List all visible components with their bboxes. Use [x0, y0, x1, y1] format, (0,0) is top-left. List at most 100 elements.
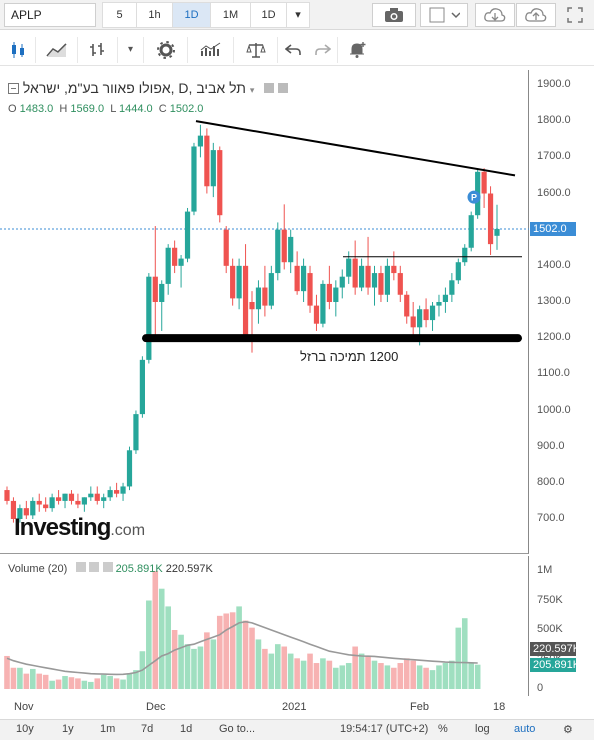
candle[interactable] [242, 244, 249, 342]
candle[interactable] [371, 265, 378, 306]
chart-style-button[interactable] [420, 3, 468, 27]
candle[interactable] [10, 497, 17, 523]
balance-button[interactable] [234, 36, 278, 63]
candle[interactable] [43, 497, 49, 512]
candle[interactable] [365, 236, 371, 295]
candle[interactable] [191, 142, 197, 216]
range-1y[interactable]: 1y [62, 723, 74, 735]
volume-chart[interactable] [0, 556, 529, 696]
candle[interactable] [30, 497, 36, 519]
alert-button[interactable] [338, 37, 378, 63]
candle[interactable] [288, 229, 294, 274]
candle[interactable] [178, 254, 184, 288]
candle[interactable] [262, 265, 268, 317]
candle[interactable] [36, 493, 42, 512]
candle[interactable] [4, 486, 10, 505]
candle[interactable] [307, 265, 313, 313]
candle[interactable] [230, 258, 236, 306]
candle[interactable] [468, 211, 474, 252]
candle[interactable] [139, 356, 145, 418]
candle[interactable] [172, 240, 178, 274]
vol-eye-icon[interactable] [76, 562, 87, 572]
candle[interactable] [133, 410, 139, 454]
candle[interactable] [410, 302, 416, 339]
legend-gear-icon[interactable] [278, 83, 289, 93]
candle[interactable] [320, 280, 326, 328]
timeframe-1m[interactable]: 1M [211, 2, 251, 27]
redo-button[interactable] [308, 36, 338, 63]
auto-toggle[interactable]: auto [514, 723, 536, 735]
cloud-upload-button[interactable] [516, 3, 556, 27]
timeframe-1h[interactable]: 1h [137, 2, 173, 27]
candles-button[interactable] [0, 36, 36, 63]
candle[interactable] [165, 244, 171, 295]
candle[interactable] [249, 291, 255, 353]
legend-eye-icon[interactable] [264, 83, 275, 93]
candle[interactable] [101, 493, 107, 509]
candle[interactable] [68, 490, 75, 505]
candle[interactable] [397, 265, 403, 302]
candle[interactable] [487, 186, 494, 255]
log-toggle[interactable]: log [475, 723, 490, 735]
candle[interactable] [333, 280, 339, 317]
candle[interactable] [126, 446, 133, 491]
range-7d[interactable]: 7d [141, 723, 154, 735]
compare-button[interactable] [78, 36, 118, 63]
timeframe-chevron-icon[interactable]: ▾ [295, 8, 301, 21]
bottom-gear-icon[interactable]: ⚙ [563, 724, 573, 736]
candle[interactable] [152, 226, 158, 339]
candle[interactable] [49, 493, 55, 512]
studies-button[interactable] [188, 36, 234, 63]
candle[interactable] [326, 265, 332, 310]
candle[interactable] [197, 124, 204, 158]
symbol-input[interactable]: APLP [4, 2, 96, 27]
fullscreen-button[interactable] [560, 3, 590, 27]
candle[interactable] [107, 486, 113, 501]
candle[interactable] [442, 287, 449, 313]
candle[interactable] [462, 244, 468, 266]
candle[interactable] [94, 486, 100, 505]
indicators-button[interactable] [36, 36, 78, 63]
candle[interactable] [378, 265, 384, 302]
candle[interactable] [404, 291, 410, 324]
collapse-icon[interactable] [8, 83, 19, 94]
candle[interactable] [210, 142, 216, 198]
percent-toggle[interactable]: % [438, 723, 448, 735]
candle[interactable] [146, 273, 152, 364]
price-chart[interactable]: P [0, 70, 529, 554]
settings-button[interactable] [144, 36, 188, 63]
candle[interactable] [281, 204, 287, 270]
candle[interactable] [88, 486, 94, 501]
camera-button[interactable] [372, 3, 416, 27]
candle[interactable] [17, 504, 23, 523]
candle[interactable] [294, 251, 300, 295]
title-chevron-icon[interactable]: ▾ [249, 85, 255, 95]
candle[interactable] [204, 128, 210, 194]
candle[interactable] [159, 280, 165, 331]
candle[interactable] [23, 500, 29, 519]
candle[interactable] [494, 204, 500, 250]
candle[interactable] [481, 168, 487, 208]
candle[interactable] [55, 490, 62, 505]
goto-button[interactable]: Go to... [219, 723, 256, 735]
candle[interactable] [391, 251, 397, 281]
candle[interactable] [75, 493, 81, 509]
candle[interactable] [449, 273, 455, 302]
candle[interactable] [217, 146, 223, 223]
candle[interactable] [352, 240, 358, 295]
range-1m[interactable]: 1m [100, 723, 116, 735]
range-10y[interactable]: 10y [16, 723, 34, 735]
candle[interactable] [268, 265, 274, 310]
candle[interactable] [423, 298, 429, 328]
candle[interactable] [81, 497, 87, 512]
dividend-marker[interactable]: P [467, 190, 481, 204]
candle[interactable] [339, 269, 345, 299]
timeframe-dropdown[interactable]: 1D [251, 2, 287, 27]
vol-close-icon[interactable] [102, 562, 113, 572]
candle[interactable] [275, 222, 281, 281]
range-1d[interactable]: 1d [180, 723, 193, 735]
cloud-download-button[interactable] [475, 3, 515, 27]
timeframe-1d[interactable]: 1D [173, 2, 211, 27]
candle[interactable] [223, 226, 229, 274]
candle[interactable] [346, 251, 352, 284]
